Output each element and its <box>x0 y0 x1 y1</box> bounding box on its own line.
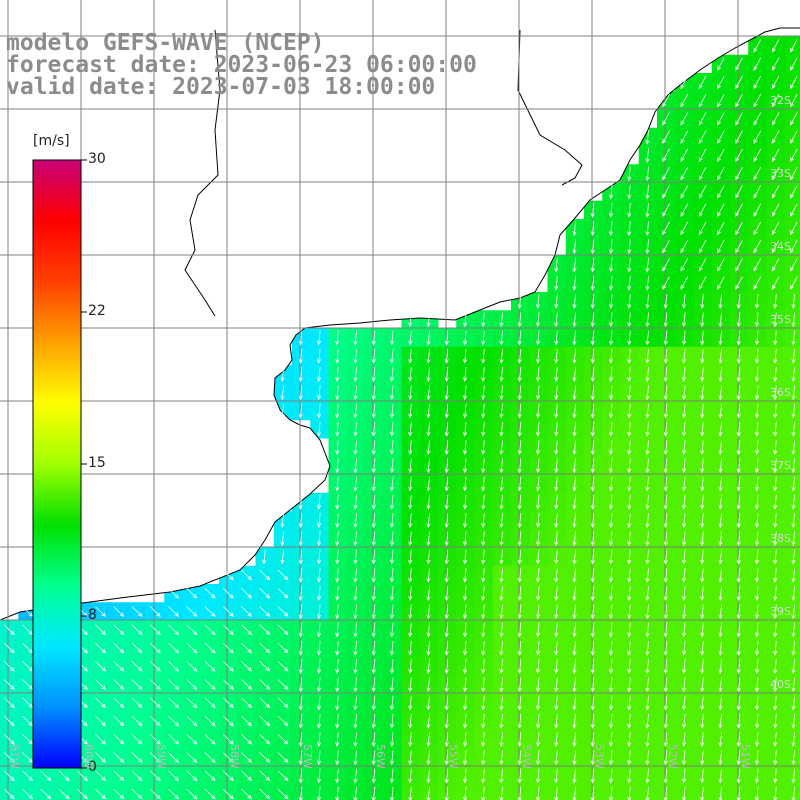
border-line <box>517 29 583 186</box>
colorbar-tick-0: 0 <box>88 759 97 775</box>
lat-label: 39S <box>770 605 791 618</box>
lon-label: 51W <box>739 744 752 769</box>
lon-label: 61W <box>8 744 21 769</box>
lat-label: 34S <box>770 240 791 253</box>
lat-label: 36S <box>770 386 791 399</box>
lon-label: 55W <box>447 744 460 769</box>
lon-label: 60W <box>82 744 95 769</box>
lat-label: 40S <box>770 678 791 691</box>
border-line <box>184 29 221 317</box>
land-area <box>0 0 800 620</box>
lat-label: 33S <box>770 167 791 180</box>
lon-label: 59W <box>155 744 168 769</box>
lon-label: 56W <box>374 744 387 769</box>
title-model: modelo GEFS-WAVE (NCEP) <box>6 30 325 56</box>
title-forecast-date: forecast date: 2023-06-23 06:00:00 <box>6 52 477 78</box>
colorbar-tick-22: 22 <box>88 303 106 319</box>
lon-label: 57W <box>301 744 314 769</box>
colorbar-tick-15: 15 <box>88 455 106 471</box>
coastline <box>0 27 800 621</box>
colorbar-tick-8: 8 <box>88 607 97 623</box>
lon-label: 52W <box>666 744 679 769</box>
lon-label: 58W <box>228 744 241 769</box>
lat-label: 32S <box>770 94 791 107</box>
lat-label: 37S <box>770 459 791 472</box>
lat-label: 38S <box>770 532 791 545</box>
wind-arrows <box>3 39 798 800</box>
colorbar <box>32 159 82 769</box>
title-valid-date: valid date: 2023-07-03 18:00:00 <box>6 74 436 100</box>
colorbar-tick-30: 30 <box>88 151 106 167</box>
lon-label: 53W <box>593 744 606 769</box>
colorbar-unit: [m/s] <box>33 133 70 149</box>
lat-label: 35S <box>770 313 791 326</box>
lon-label: 54W <box>520 744 533 769</box>
